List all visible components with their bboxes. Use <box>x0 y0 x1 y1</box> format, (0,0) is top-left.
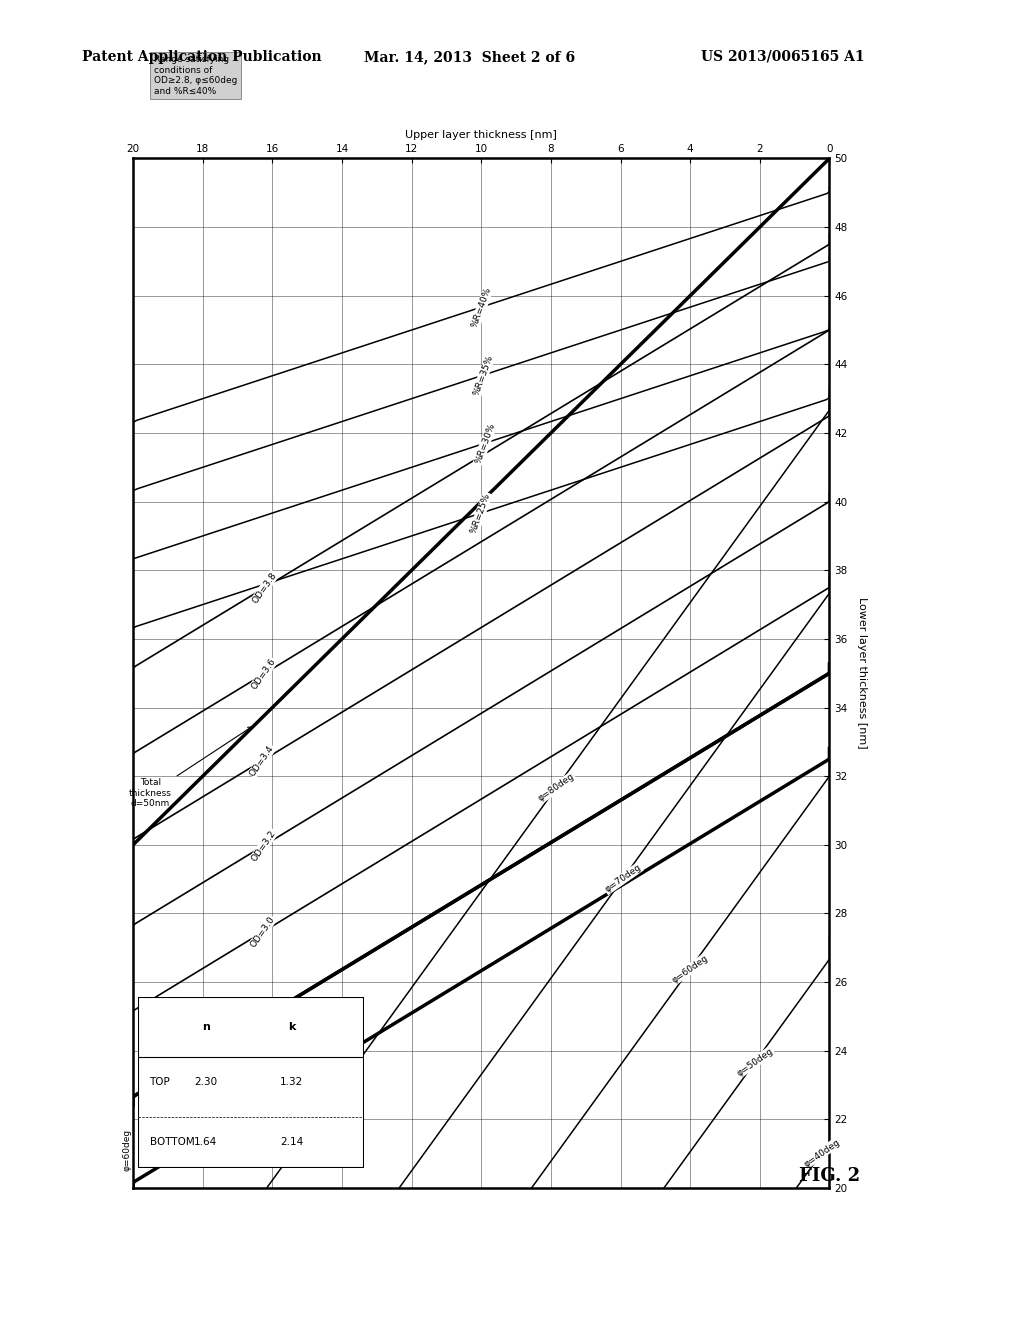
Text: OD=3.2: OD=3.2 <box>250 829 278 863</box>
Text: FIG. 2: FIG. 2 <box>799 1167 860 1185</box>
Text: US 2013/0065165 A1: US 2013/0065165 A1 <box>701 50 865 63</box>
Text: φ=70deg: φ=70deg <box>603 863 643 894</box>
Text: φ=50deg: φ=50deg <box>735 1047 775 1078</box>
Text: %R=40%: %R=40% <box>470 285 494 329</box>
Text: 1.32: 1.32 <box>280 1077 303 1088</box>
Text: 2.14: 2.14 <box>280 1138 303 1147</box>
Text: %R=30%: %R=30% <box>474 421 497 465</box>
Text: OD=3.6: OD=3.6 <box>250 657 278 692</box>
Text: OD=2.8: OD=2.8 <box>251 999 279 1034</box>
X-axis label: Upper layer thickness [nm]: Upper layer thickness [nm] <box>406 129 557 140</box>
Text: 1.64: 1.64 <box>195 1138 217 1147</box>
Text: OD=3.0: OD=3.0 <box>249 915 276 949</box>
Text: 2.30: 2.30 <box>195 1077 217 1088</box>
Text: OD=3.4: OD=3.4 <box>248 743 275 777</box>
Text: OD=3.8: OD=3.8 <box>251 570 279 605</box>
Text: %R=25%: %R=25% <box>469 492 492 535</box>
Text: n: n <box>202 1023 210 1032</box>
Text: φ=60deg: φ=60deg <box>123 1129 132 1171</box>
Text: φ=80deg: φ=80deg <box>537 772 577 804</box>
Text: φ=60deg: φ=60deg <box>670 953 710 985</box>
Text: φ=40deg: φ=40deg <box>802 1138 842 1168</box>
Text: Range satisfying
conditions of
OD≥2.8, φ≤60deg
and %R≤40%: Range satisfying conditions of OD≥2.8, φ… <box>154 55 238 95</box>
Text: Total
thickness
d=50nm: Total thickness d=50nm <box>129 727 252 808</box>
Text: OD=2.6: OD=2.6 <box>253 1084 281 1118</box>
Text: BOTTOM: BOTTOM <box>150 1138 195 1147</box>
Text: Mar. 14, 2013  Sheet 2 of 6: Mar. 14, 2013 Sheet 2 of 6 <box>364 50 574 63</box>
Text: Patent Application Publication: Patent Application Publication <box>82 50 322 63</box>
Text: k: k <box>288 1023 295 1032</box>
Text: TOP: TOP <box>150 1077 170 1088</box>
Text: %R=35%: %R=35% <box>472 354 495 396</box>
Y-axis label: Lower layer thickness [nm]: Lower layer thickness [nm] <box>857 598 867 748</box>
